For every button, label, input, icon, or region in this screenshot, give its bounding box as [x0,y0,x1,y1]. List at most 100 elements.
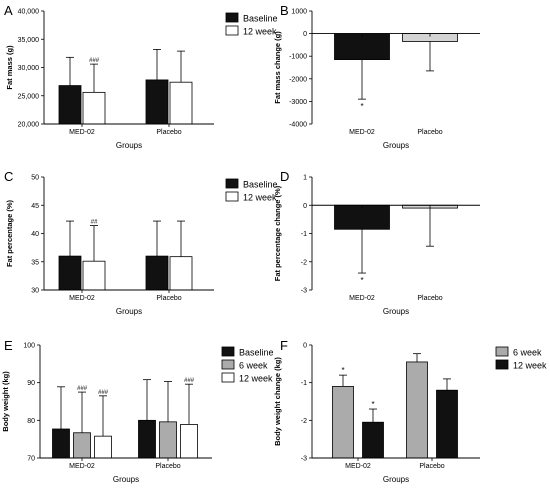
bar [436,389,458,459]
x-tick-label: Placebo [419,463,444,470]
bar [334,33,390,60]
bar [94,435,112,459]
y-tick-label: 20,000 [18,122,40,129]
y-tick-label: 40,000 [18,9,40,16]
y-tick-label: 90 [27,380,35,387]
panel-letter-f: F [280,338,288,353]
bar [334,204,390,230]
legend-swatch [221,346,235,357]
y-tick-label: 40 [31,231,39,238]
y-axis-label: Fat percentage (%) [5,199,14,267]
chart-b: * -4000 -3000 -2000 -1000 0 1000 MED-02 Placebo G… [273,9,480,150]
y-tick-label: 80 [27,418,35,425]
y-tick-label: -2 [301,418,307,425]
chart-f: * * -3 -2 -1 0 MED-02 Placebo Groups Body weight … [273,343,547,485]
bar [138,419,156,459]
y-axis-label: Body weight (kg) [1,371,10,432]
legend-swatch [225,25,239,36]
panel-letter-d: D [280,169,289,184]
bar [180,424,198,459]
x-tick-label: Placebo [156,295,181,302]
x-tick-label: MED-02 [69,295,95,302]
x-axis-label: Groups [383,307,409,316]
x-tick-label: MED-02 [349,129,375,136]
bar [73,432,91,459]
bar [82,91,106,125]
significance-marker: ### [184,378,195,384]
bar [406,361,428,459]
bar [362,421,384,459]
y-tick-label: 0 [303,343,307,350]
significance-marker: * [341,366,344,375]
x-axis-label: Groups [383,141,409,150]
legend-label: Baseline [243,180,278,190]
y-tick-label: -1 [301,380,307,387]
x-axis-label: Groups [113,475,139,484]
y-tick-label: 30 [31,288,39,295]
y-tick-label: -1000 [289,54,307,61]
y-tick-label: 50 [31,175,39,182]
bar [169,81,193,125]
y-axis-label: Body weight change (kg) [273,357,282,446]
legend-swatch [495,359,509,370]
y-tick-label: 70 [27,456,35,463]
significance-marker: ## [91,220,98,226]
x-tick-label: MED-02 [349,295,375,302]
y-tick-label: -4000 [289,122,307,129]
legend-label: 6 week [513,348,542,358]
significance-marker: ### [77,386,88,392]
y-tick-label: 25,000 [18,93,40,100]
legend-label: 6 week [239,361,268,371]
significance-marker: * [360,102,363,111]
y-tick-label: 30,000 [18,65,40,72]
y-tick-label: -3 [301,288,307,295]
y-tick-label: 1000 [291,9,307,16]
y-axis-label: Fat mass change (g) [273,31,282,104]
panel-f: F * * -3 -2 -1 0 MED-02 Placebo Groups Body weigh… [273,338,547,484]
bar [58,255,82,291]
legend-swatch [221,372,235,383]
legend-swatch [225,191,239,202]
chart-d: * -3 -2 -1 0 1 MED-02 Placebo Groups Fat percenta… [273,175,480,316]
bar [159,421,177,459]
legend-label: Baseline [239,348,274,358]
y-tick-label: -3000 [289,99,307,106]
legend-label: 12 week [513,361,547,371]
y-tick-label: -2 [301,259,307,266]
x-tick-label: Placebo [417,295,442,302]
bar [145,255,169,291]
x-tick-label: Placebo [417,129,442,136]
significance-marker: ### [89,58,100,64]
significance-marker: * [371,400,374,409]
y-tick-label: 35 [31,259,39,266]
legend-swatch [225,12,239,23]
y-tick-label: 1 [303,175,307,182]
x-tick-label: MED-02 [345,463,371,470]
y-tick-label: -2000 [289,76,307,83]
legend-label: Baseline [243,14,278,24]
bar [169,256,193,291]
y-tick-label: 0 [303,31,307,38]
panel-d: D * -3 -2 -1 0 1 MED-02 Placebo Groups Fat percen… [273,169,480,316]
chart-a: ### 20,000 25,000 30,000 35,000 40,000 MED-02 P… [5,9,278,151]
legend-swatch [495,346,509,357]
x-tick-label: Placebo [156,129,181,136]
y-tick-label: 0 [303,203,307,210]
panel-letter-e: E [4,338,13,353]
chart-c: ## 30 35 40 45 50 MED-02 Placebo Groups Fat perce… [5,175,278,317]
panel-letter-c: C [4,169,13,184]
y-tick-label: 100 [23,343,35,350]
panel-b: B * -4000 -3000 -2000 -1000 0 1000 MED-02 Placeb… [273,3,480,150]
panel-a: A ### 20,000 25,000 30,000 35,000 40,000 MED-0… [4,3,278,150]
legend-label: 12 week [243,27,277,37]
bar [145,79,169,125]
panel-e: E ### ### ### 70 80 90 100 MED-02 Placebo Groups B… [1,338,274,484]
panel-c: C ## 30 35 40 45 50 MED-02 Placebo Groups Fat per… [4,169,278,316]
y-tick-label: -1 [301,231,307,238]
x-tick-label: Placebo [155,463,180,470]
bar [82,260,106,291]
panel-letter-a: A [4,3,13,18]
y-tick-label: 35,000 [18,37,40,44]
y-axis-label: Fat percentage change (%) [273,185,282,281]
